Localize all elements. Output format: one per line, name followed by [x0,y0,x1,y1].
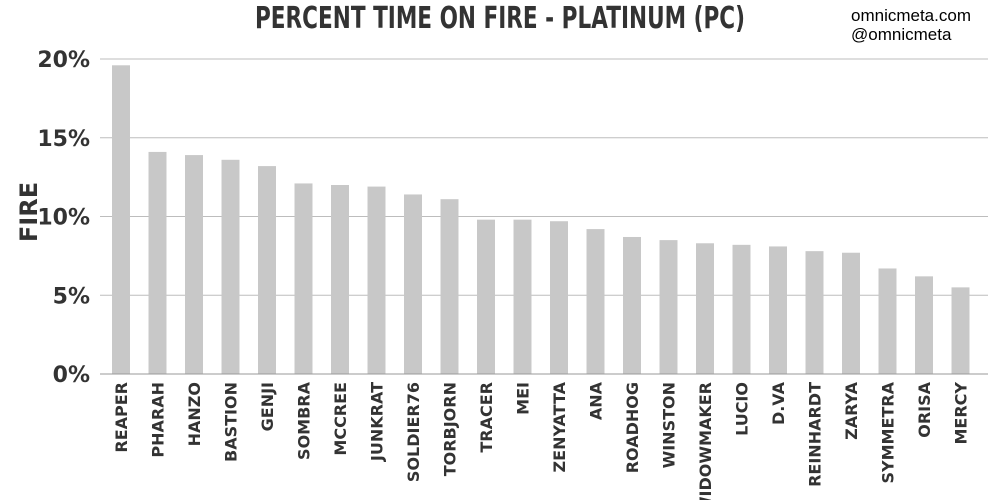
x-tick-label: BASTION [222,382,241,462]
x-tick-label: ROADHOG [623,382,642,473]
x-tick-label: ORISA [915,381,934,437]
x-tick-label: MEI [514,382,533,415]
y-tick-label: 20% [37,48,90,73]
bar-d-va [769,246,787,374]
bar-mccree [331,185,349,374]
x-tick-label: SOMBRA [295,381,314,460]
bar-zarya [842,252,860,374]
bar-bastion [221,159,240,374]
x-tick-label: MERCY [952,382,971,445]
x-tick-label: ZENYATTA [550,381,569,472]
bar-junkrat [367,186,386,374]
x-tick-label: SOLDIER76 [404,382,423,482]
x-axis-ticks: REAPER PHARAH HANZO BASTION GENJI SOMBRA MCCRE… [112,381,971,500]
bar-soldier76 [404,194,422,374]
x-tick-label: LUCIO [733,382,752,436]
y-axis-label: FIRE [15,182,43,242]
bar-roadhog [623,236,641,374]
chart-title: PERCENT TIME ON FIRE - PLATINUM (PC) [255,2,745,36]
bar-genji [258,166,276,374]
x-tick-label: WIDOWMAKER [696,382,715,500]
x-tick-label: WINSTON [660,382,679,468]
x-tick-label: REAPER [112,382,131,453]
watermark-site: omnicmeta.com [851,6,971,25]
bar-sombra [294,183,313,374]
x-tick-label: D.VA [769,381,788,425]
bar-widowmaker [696,243,714,374]
bar-winston [659,240,678,374]
y-axis-ticks: 0% 5% 10% 15% 20% [37,48,90,388]
x-tick-label: MCCREE [331,382,350,456]
x-tick-label: REINHARDT [806,382,825,487]
y-tick-label: 15% [37,127,90,152]
x-tick-label: JUNKRAT [368,382,387,462]
x-tick-label: TRACER [477,382,496,453]
bar-orisa [915,276,933,374]
bar-symmetra [878,268,897,374]
bar-reaper [112,65,130,375]
bar-reinhardt [805,251,824,374]
x-tick-label: SYMMETRA [879,381,898,483]
y-tick-label: 5% [53,284,90,309]
y-tick-label: 10% [37,206,90,231]
x-tick-label: ZARYA [842,381,861,439]
bar-ana [586,229,605,374]
x-tick-label: HANZO [185,382,204,446]
x-tick-label: PHARAH [149,382,168,458]
bar-zenyatta [550,221,568,374]
bar-pharah [148,151,167,374]
bar-tracer [477,219,495,374]
bar-torbjorn [440,199,459,374]
watermark-handle: @omnicmeta [851,25,952,44]
x-tick-label: TORBJORN [441,382,460,476]
bars [112,65,970,375]
bar-mercy [951,287,970,374]
bar-hanzo [185,155,203,374]
y-tick-label: 0% [53,363,90,388]
bar-mei [513,219,532,374]
bar-lucio [732,244,751,374]
gridlines [100,58,988,296]
x-tick-label: GENJI [258,382,277,431]
x-tick-label: ANA [587,381,606,420]
